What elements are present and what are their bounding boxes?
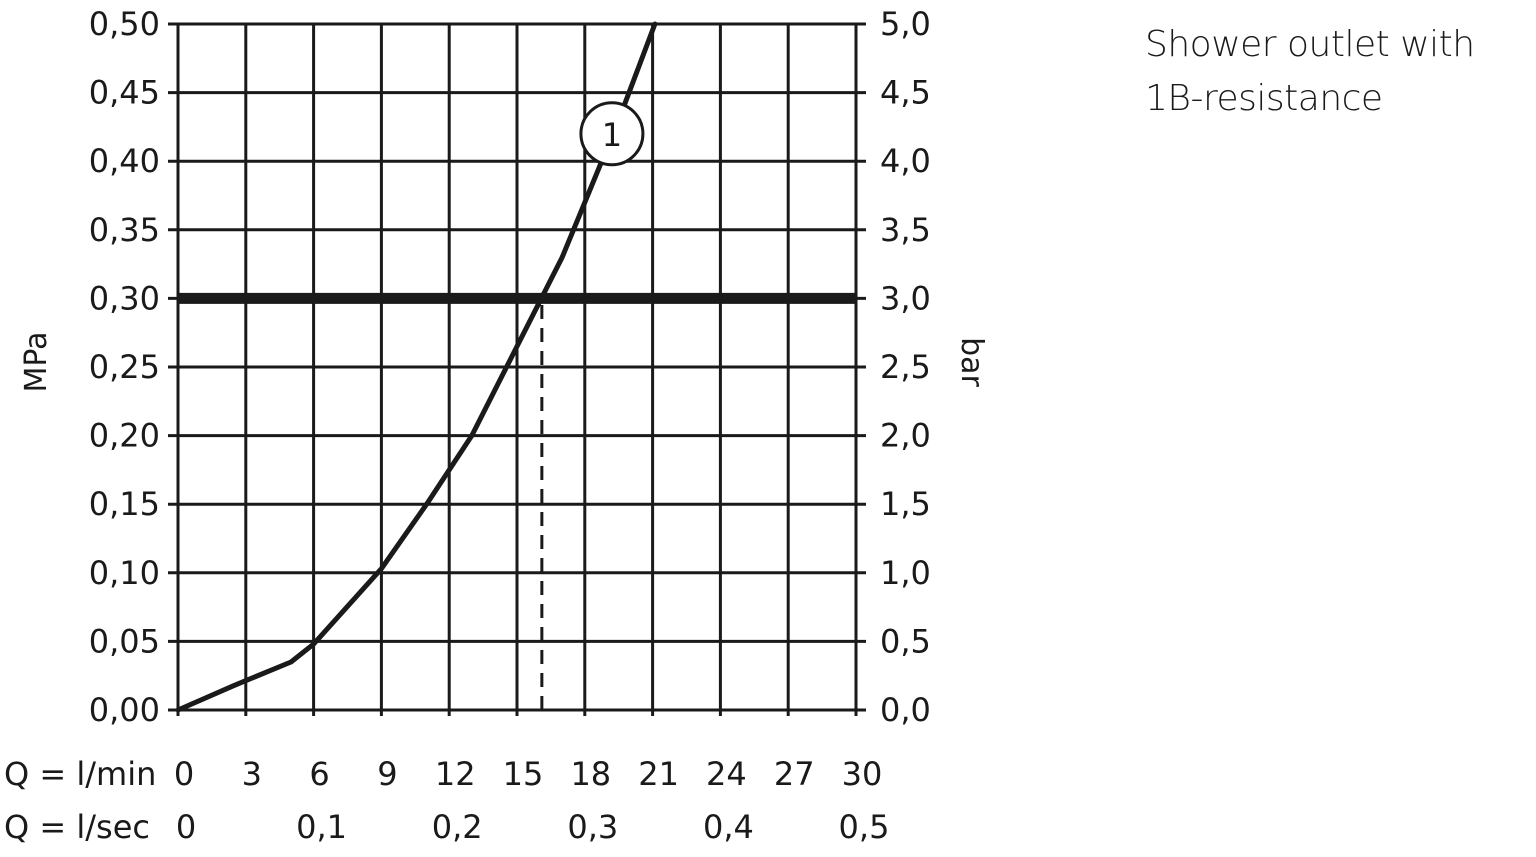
y-tick-label-right: 4,0 xyxy=(880,142,931,180)
y-tick-label-left: 0,05 xyxy=(89,622,160,660)
y-tick-label-left: 0,30 xyxy=(89,279,160,317)
x-tick-label-lmin: 3 xyxy=(242,755,262,793)
y-tick-label-right: 0,5 xyxy=(880,622,931,660)
x-axis-label-lsec: Q = l/sec xyxy=(4,808,150,846)
x-tick-label-lmin: 6 xyxy=(309,755,329,793)
y-tick-label-right: 4,5 xyxy=(880,74,931,112)
x-axis-label-lmin: Q = l/min xyxy=(4,755,156,793)
y-tick-label-right: 0,0 xyxy=(880,691,931,729)
y-tick-label-left: 0,15 xyxy=(89,485,160,523)
series-label-circle xyxy=(579,101,645,167)
x-tick-label-lmin: 12 xyxy=(435,755,476,793)
y-tick-label-right: 2,5 xyxy=(880,348,931,386)
y-tick-label-left: 0,45 xyxy=(89,74,160,112)
y-tick-label-right: 3,5 xyxy=(880,211,931,249)
x-tick-label-lmin: 24 xyxy=(706,755,747,793)
x-tick-label-lmin: 30 xyxy=(842,755,883,793)
y-tick-label-right: 1,0 xyxy=(880,554,931,592)
y-tick-label-right: 3,0 xyxy=(880,279,931,317)
series-label: 1 xyxy=(602,116,622,154)
y-tick-label-left: 0,10 xyxy=(89,554,160,592)
y-tick-label-left: 0,20 xyxy=(89,417,160,455)
y-tick-label-right: 5,0 xyxy=(880,5,931,43)
y-tick-label-left: 0,00 xyxy=(89,691,160,729)
left-axis-label: MPa xyxy=(19,331,54,392)
x-tick-label-lmin: 27 xyxy=(774,755,815,793)
series-curve xyxy=(175,21,658,713)
reference-layer xyxy=(178,292,856,710)
x-tick-label-lmin: 18 xyxy=(570,755,611,793)
x-tick-label-lsec: 0,4 xyxy=(703,808,754,846)
x-tick-label-lmin: 15 xyxy=(503,755,544,793)
grid xyxy=(168,22,866,716)
x-tick-label-lmin: 9 xyxy=(377,755,397,793)
x-tick-label-lsec: 0,2 xyxy=(432,808,483,846)
right-axis-label: bar xyxy=(954,337,989,387)
y-tick-label-right: 2,0 xyxy=(880,417,931,455)
x-tick-label-lsec: 0,3 xyxy=(567,808,618,846)
x-tick-label-lmin: 0 xyxy=(174,755,194,793)
y-tick-label-left: 0,50 xyxy=(89,5,160,43)
x-tick-label-lmin: 21 xyxy=(638,755,679,793)
y-tick-label-right: 1,5 xyxy=(880,485,931,523)
tick-labels: 0 3 6 9 12 15 18 21 24 27 30 0 0,1 0,2 0,3 0,4 0,5 0,00 0,… xyxy=(89,5,931,846)
y-tick-label-left: 0,25 xyxy=(89,348,160,386)
y-tick-label-left: 0,40 xyxy=(89,142,160,180)
curve-layer: 1 xyxy=(175,21,658,713)
x-tick-label-lsec: 0,1 xyxy=(296,808,347,846)
y-tick-label-left: 0,35 xyxy=(89,211,160,249)
chart-caption: Shower outlet with 1B-resistance xyxy=(1145,24,1475,119)
x-tick-label-lsec: 0 xyxy=(176,808,196,846)
x-tick-label-lsec: 0,5 xyxy=(839,808,890,846)
